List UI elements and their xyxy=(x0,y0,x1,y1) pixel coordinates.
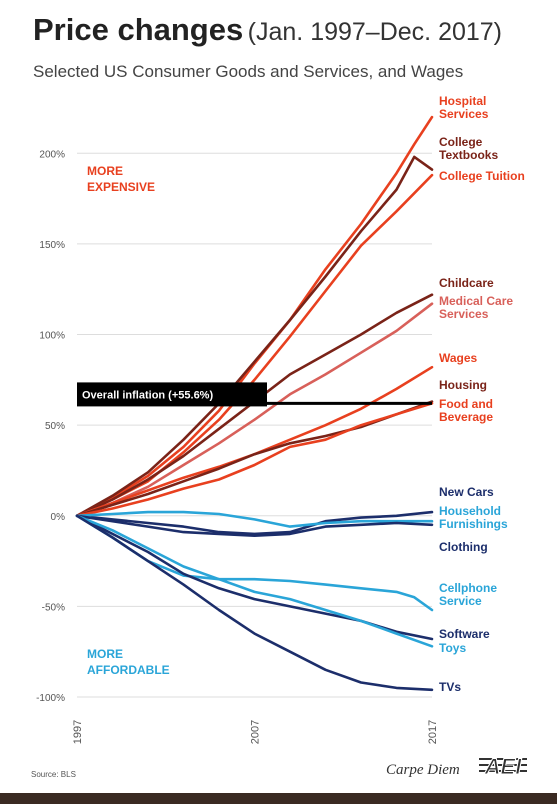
title-dates: (Jan. 1997–Dec. 2017) xyxy=(247,18,503,46)
inflation-label-box xyxy=(77,382,267,407)
series-line xyxy=(75,115,434,518)
title-main: Price changes xyxy=(33,12,244,47)
series-label: College Textbooks xyxy=(439,135,498,162)
x-tick-label: 2017 xyxy=(427,720,439,744)
series-label: Food and Beverage xyxy=(439,397,493,424)
y-tick-label: 150% xyxy=(39,240,65,251)
inflation-label: Overall inflation (+55.6%) xyxy=(82,389,213,401)
series-label: New Cars xyxy=(439,485,494,499)
series-label: Household Furnishings xyxy=(439,504,508,531)
y-tick-label: -50% xyxy=(42,602,65,613)
series-line xyxy=(75,510,434,528)
series-line xyxy=(75,514,434,648)
x-tick-label: 2007 xyxy=(250,720,262,744)
series-line xyxy=(75,514,434,692)
series-label: Hospital Services xyxy=(439,94,489,121)
y-tick-label: 200% xyxy=(39,149,65,160)
bottom-bar xyxy=(0,793,557,804)
series-label: TVs xyxy=(439,680,461,694)
series-label: Toys xyxy=(439,641,466,655)
svg-text:AEI: AEI xyxy=(484,754,523,779)
price-changes-chart: 200% 150% 100% 50% 0% -50% -100% 1997 2007 2017 Ov… xyxy=(36,94,525,744)
y-tick-label: 0% xyxy=(51,512,66,523)
chart-title: Price changes (Jan. 1997–Dec. 2017) xyxy=(33,12,502,48)
series-label: Cellphone Service xyxy=(439,581,497,608)
aei-logo: AEI xyxy=(479,754,527,780)
y-tick-label: 100% xyxy=(39,331,65,342)
series-label: Wages xyxy=(439,351,478,365)
carpe-diem-label: Carpe Diem xyxy=(386,762,460,778)
series-line xyxy=(75,302,434,518)
source-note: Source: BLS xyxy=(31,770,76,779)
series-label: Clothing xyxy=(439,540,488,554)
y-tick-label: -100% xyxy=(36,693,65,704)
series-line xyxy=(75,173,434,518)
series-line xyxy=(75,514,434,612)
chart-subtitle: Selected US Consumer Goods and Services,… xyxy=(33,62,464,81)
x-tick-label: 1997 xyxy=(72,720,84,744)
series-line xyxy=(75,510,434,536)
series-label: Software xyxy=(439,627,490,641)
annotation-more-expensive: MORE EXPENSIVE xyxy=(87,164,155,194)
series-label: Medical Care Services xyxy=(439,294,513,321)
y-tick-label: 50% xyxy=(45,421,65,432)
series-label: Housing xyxy=(439,378,487,392)
series-line xyxy=(75,155,434,518)
series-label: College Tuition xyxy=(439,169,525,183)
series-line xyxy=(75,402,434,518)
annotation-more-affordable: MORE AFFORDABLE xyxy=(87,647,170,677)
series-line xyxy=(75,514,434,537)
series-label: Childcare xyxy=(439,276,494,290)
